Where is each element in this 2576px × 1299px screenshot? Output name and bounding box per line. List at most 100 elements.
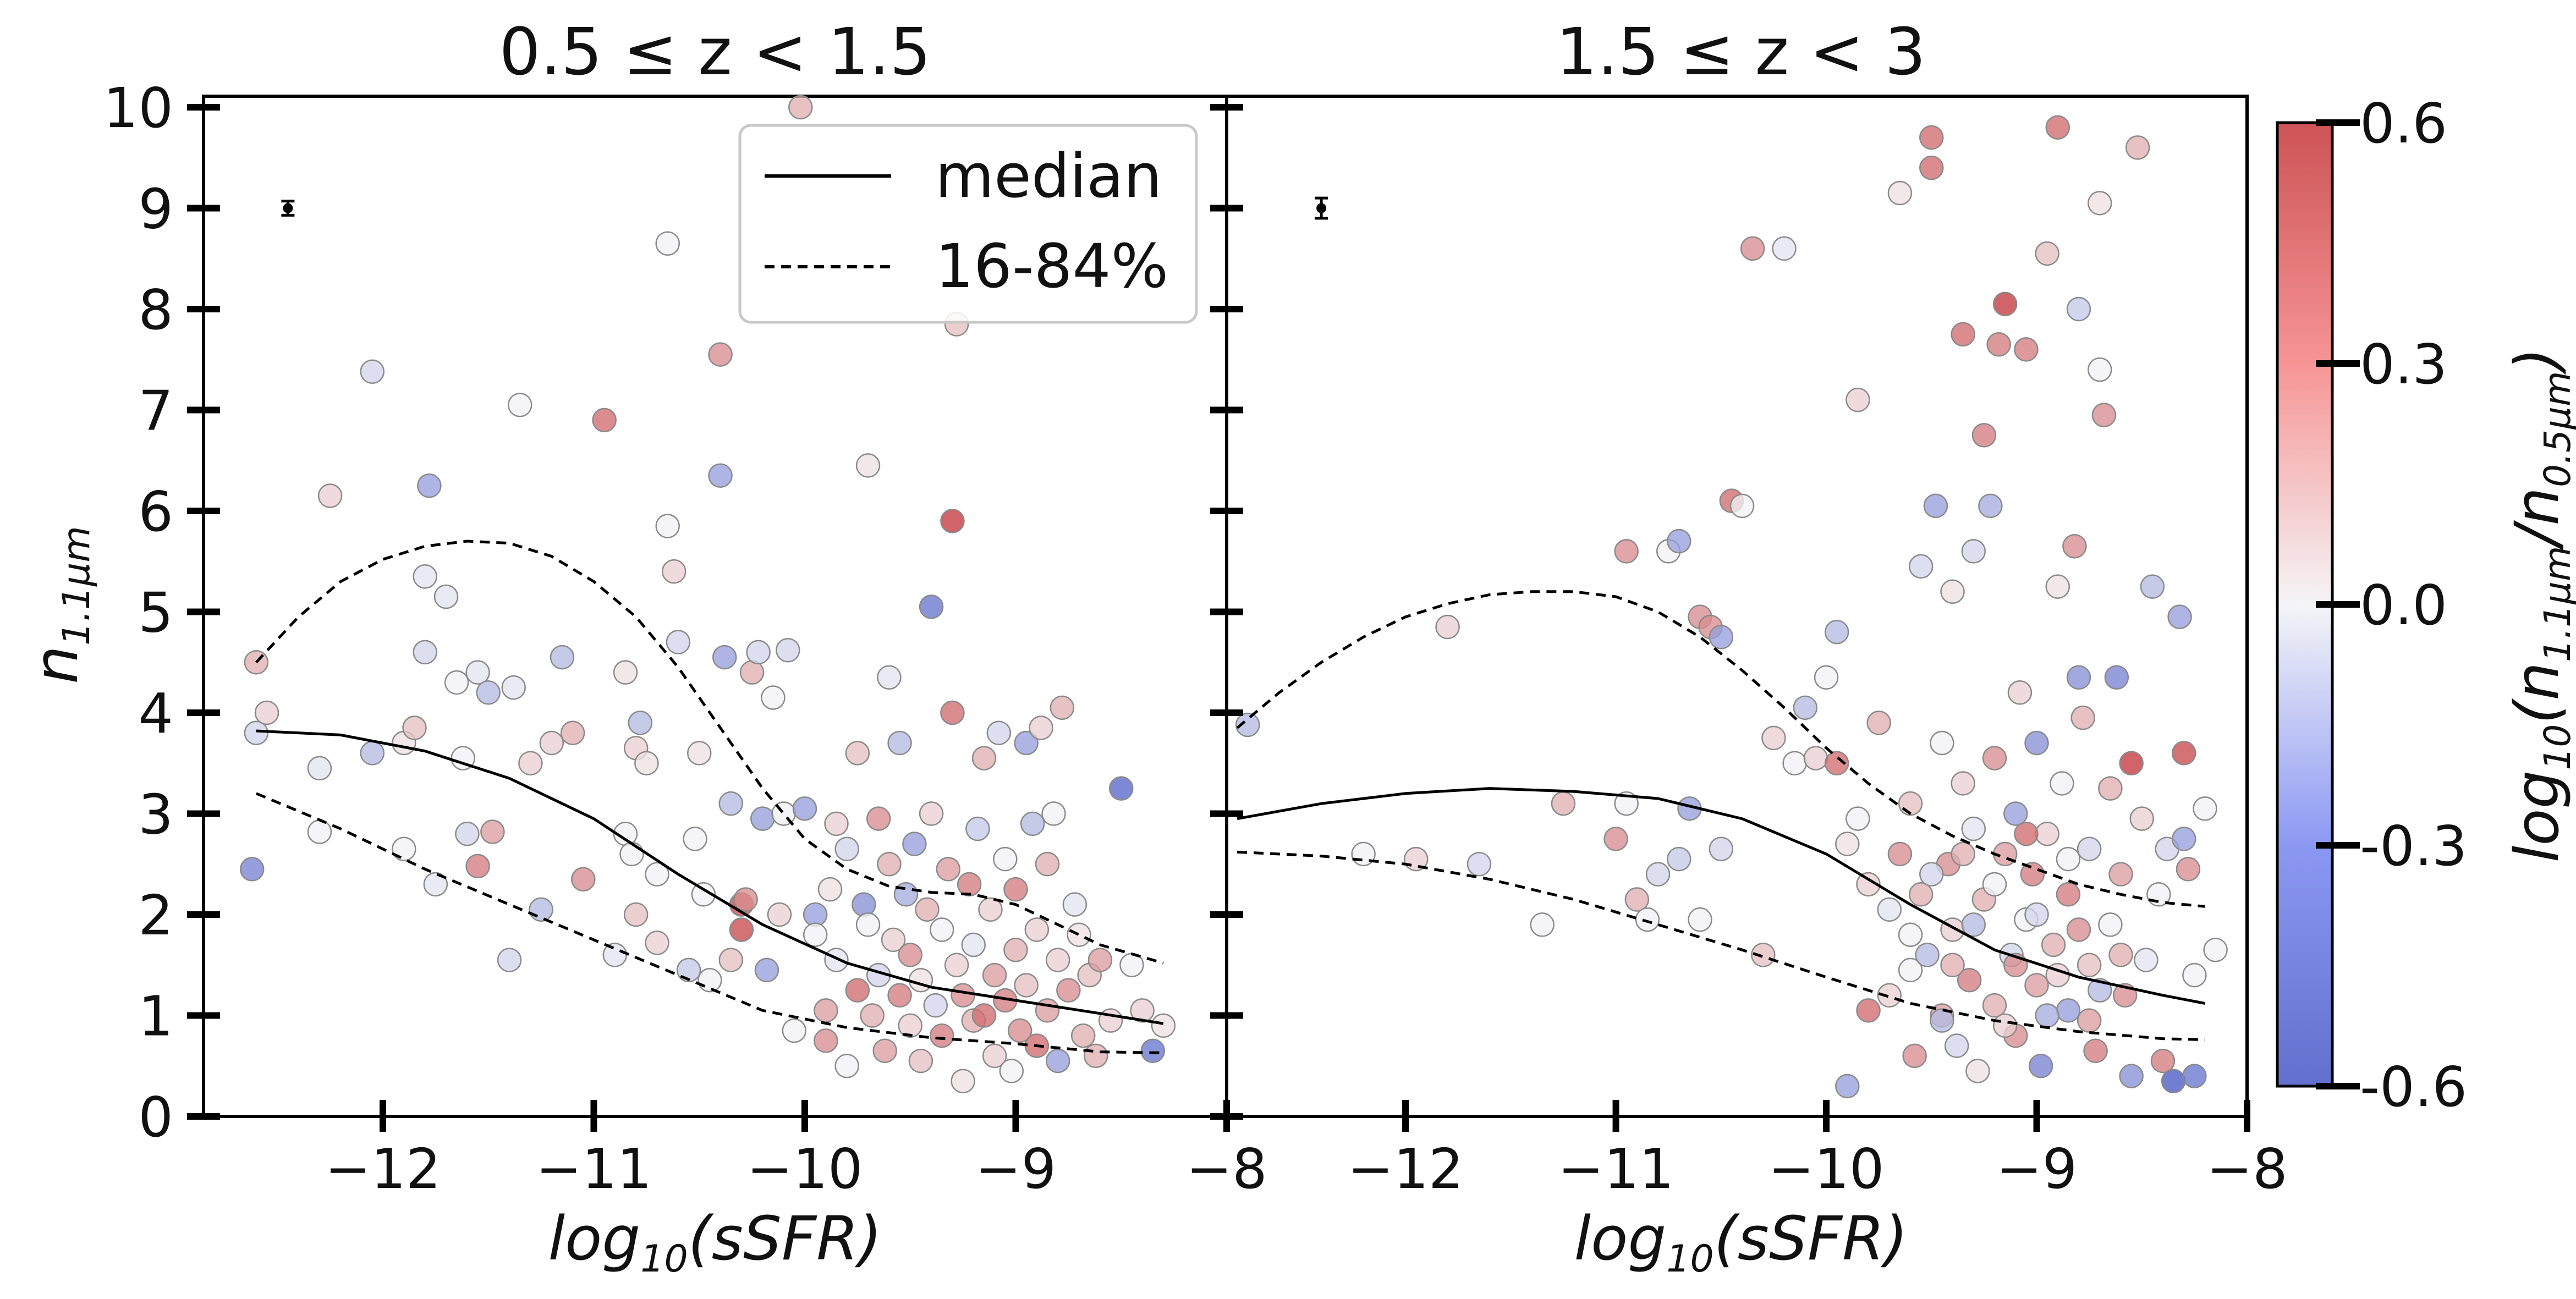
scatter-point bbox=[413, 564, 437, 589]
scatter-point bbox=[1014, 730, 1039, 756]
colorbar-tick-label: 0.6 bbox=[2360, 91, 2447, 156]
scatter-point bbox=[951, 1069, 975, 1094]
scatter-point bbox=[940, 509, 965, 533]
scatter-point bbox=[480, 819, 505, 844]
scatter-point bbox=[902, 832, 927, 856]
errorbar-marker bbox=[1316, 203, 1327, 213]
scatter-point bbox=[1667, 529, 1691, 554]
scatter-point bbox=[307, 819, 332, 844]
scatter-point bbox=[898, 1013, 922, 1038]
scatter-point bbox=[634, 751, 659, 775]
scatter-point bbox=[691, 882, 716, 907]
scatter-point bbox=[1992, 1013, 2018, 1038]
scatter-point bbox=[1887, 180, 1913, 206]
y-axis-label-sub: 1.1μm bbox=[55, 526, 98, 646]
x-tick-label: −10 bbox=[746, 1137, 863, 1201]
panel-left-errorbar bbox=[281, 200, 295, 217]
scatter-point bbox=[2077, 1008, 2102, 1033]
scatter-point bbox=[1986, 332, 2011, 357]
scatter-point bbox=[1029, 715, 1053, 740]
panel-left-x-axis-label: log10(sSFR) bbox=[548, 1203, 882, 1281]
scatter-point bbox=[1940, 579, 1965, 604]
y-tick-label: 5 bbox=[138, 581, 173, 645]
legend: median 16-84% bbox=[738, 124, 1198, 324]
x-tick-label: −8 bbox=[2206, 1137, 2287, 1201]
scatter-point bbox=[961, 932, 986, 957]
scatter-point bbox=[1709, 836, 1734, 861]
scatter-point bbox=[814, 998, 838, 1023]
scatter-point bbox=[1062, 892, 1087, 917]
scatter-point bbox=[1045, 1048, 1070, 1074]
scatter-point bbox=[2119, 751, 2144, 775]
scatter-point bbox=[936, 857, 961, 882]
x-tick-label: −9 bbox=[975, 1137, 1056, 1201]
scatter-point bbox=[2035, 241, 2059, 266]
scatter-point bbox=[2050, 771, 2074, 796]
scatter-point bbox=[877, 852, 902, 877]
scatter-point bbox=[2091, 403, 2117, 427]
scatter-point bbox=[2193, 796, 2217, 821]
scatter-point bbox=[1856, 998, 1881, 1023]
scatter-point bbox=[1151, 1013, 1176, 1038]
scatter-point bbox=[1908, 554, 1934, 579]
scatter-point bbox=[539, 730, 564, 756]
scatter-point bbox=[1824, 751, 1849, 775]
scatter-point bbox=[718, 948, 744, 972]
scatter-point bbox=[1923, 493, 1948, 519]
scatter-point bbox=[1130, 998, 1155, 1023]
scatter-point bbox=[497, 948, 522, 972]
scatter-point bbox=[1940, 953, 1965, 977]
scatter-point bbox=[1667, 846, 1691, 872]
scatter-point bbox=[686, 741, 712, 766]
panel-right-y-ticks bbox=[1210, 104, 1243, 1120]
legend-median-label: median bbox=[935, 141, 1162, 211]
scatter-point bbox=[1961, 816, 1986, 841]
scatter-point bbox=[834, 836, 859, 861]
scatter-point bbox=[1951, 322, 1975, 347]
scatter-point bbox=[1041, 801, 1066, 826]
scatter-point bbox=[2024, 902, 2049, 927]
scatter-point bbox=[1751, 943, 1776, 967]
scatter-point bbox=[1898, 791, 1923, 816]
scatter-point bbox=[1982, 746, 2007, 770]
scatter-point bbox=[2182, 962, 2207, 988]
scatter-point bbox=[1050, 695, 1075, 720]
x-label-rest: (sSFR) bbox=[688, 1203, 882, 1274]
scatter-point bbox=[2134, 948, 2158, 972]
panel-left-points bbox=[239, 95, 1176, 1094]
scatter-point bbox=[1435, 614, 1460, 640]
scatter-point bbox=[872, 1038, 897, 1063]
scatter-point bbox=[982, 1043, 1007, 1069]
scatter-point bbox=[852, 892, 876, 917]
scatter-point bbox=[2045, 115, 2070, 140]
cb-label-num: (n bbox=[2502, 662, 2572, 724]
scatter-point bbox=[1466, 852, 1492, 877]
scatter-point bbox=[683, 827, 707, 851]
x-tick-label: −8 bbox=[1186, 1137, 1267, 1201]
x-label-base-2: log bbox=[1574, 1203, 1667, 1274]
x-tick-label: −10 bbox=[1768, 1137, 1885, 1201]
scatter-point bbox=[982, 962, 1007, 988]
scatter-point bbox=[1908, 882, 1934, 907]
scatter-point bbox=[1020, 811, 1045, 836]
scatter-point bbox=[2028, 1054, 2053, 1078]
scatter-point bbox=[1835, 1074, 1860, 1099]
scatter-point bbox=[930, 1023, 954, 1048]
y-tick-label: 7 bbox=[138, 379, 173, 443]
scatter-point bbox=[2041, 932, 2066, 957]
scatter-point bbox=[776, 637, 800, 663]
scatter-point bbox=[999, 1059, 1024, 1083]
scatter-point bbox=[2077, 836, 2102, 861]
scatter-point bbox=[1957, 968, 1982, 993]
scatter-point bbox=[619, 841, 644, 867]
legend-band-label: 16-84% bbox=[935, 231, 1168, 301]
colorbar: 0.6 0.3 0.0 -0.3 -0.6 log10(n1.1μm/n0.5μm) bbox=[2276, 91, 2576, 1119]
scatter-point bbox=[2066, 917, 2091, 942]
cb-label-den-sub: 0.5μm bbox=[2536, 371, 2576, 487]
scatter-point bbox=[860, 1003, 885, 1028]
scatter-point bbox=[944, 953, 969, 977]
panel-right: 1.5 ≤ z < 3 −12 −11 −10 −9 −8 log10(sSFR) bbox=[1210, 14, 2288, 1281]
scatter-point bbox=[1603, 827, 1628, 851]
scatter-point bbox=[508, 393, 532, 417]
